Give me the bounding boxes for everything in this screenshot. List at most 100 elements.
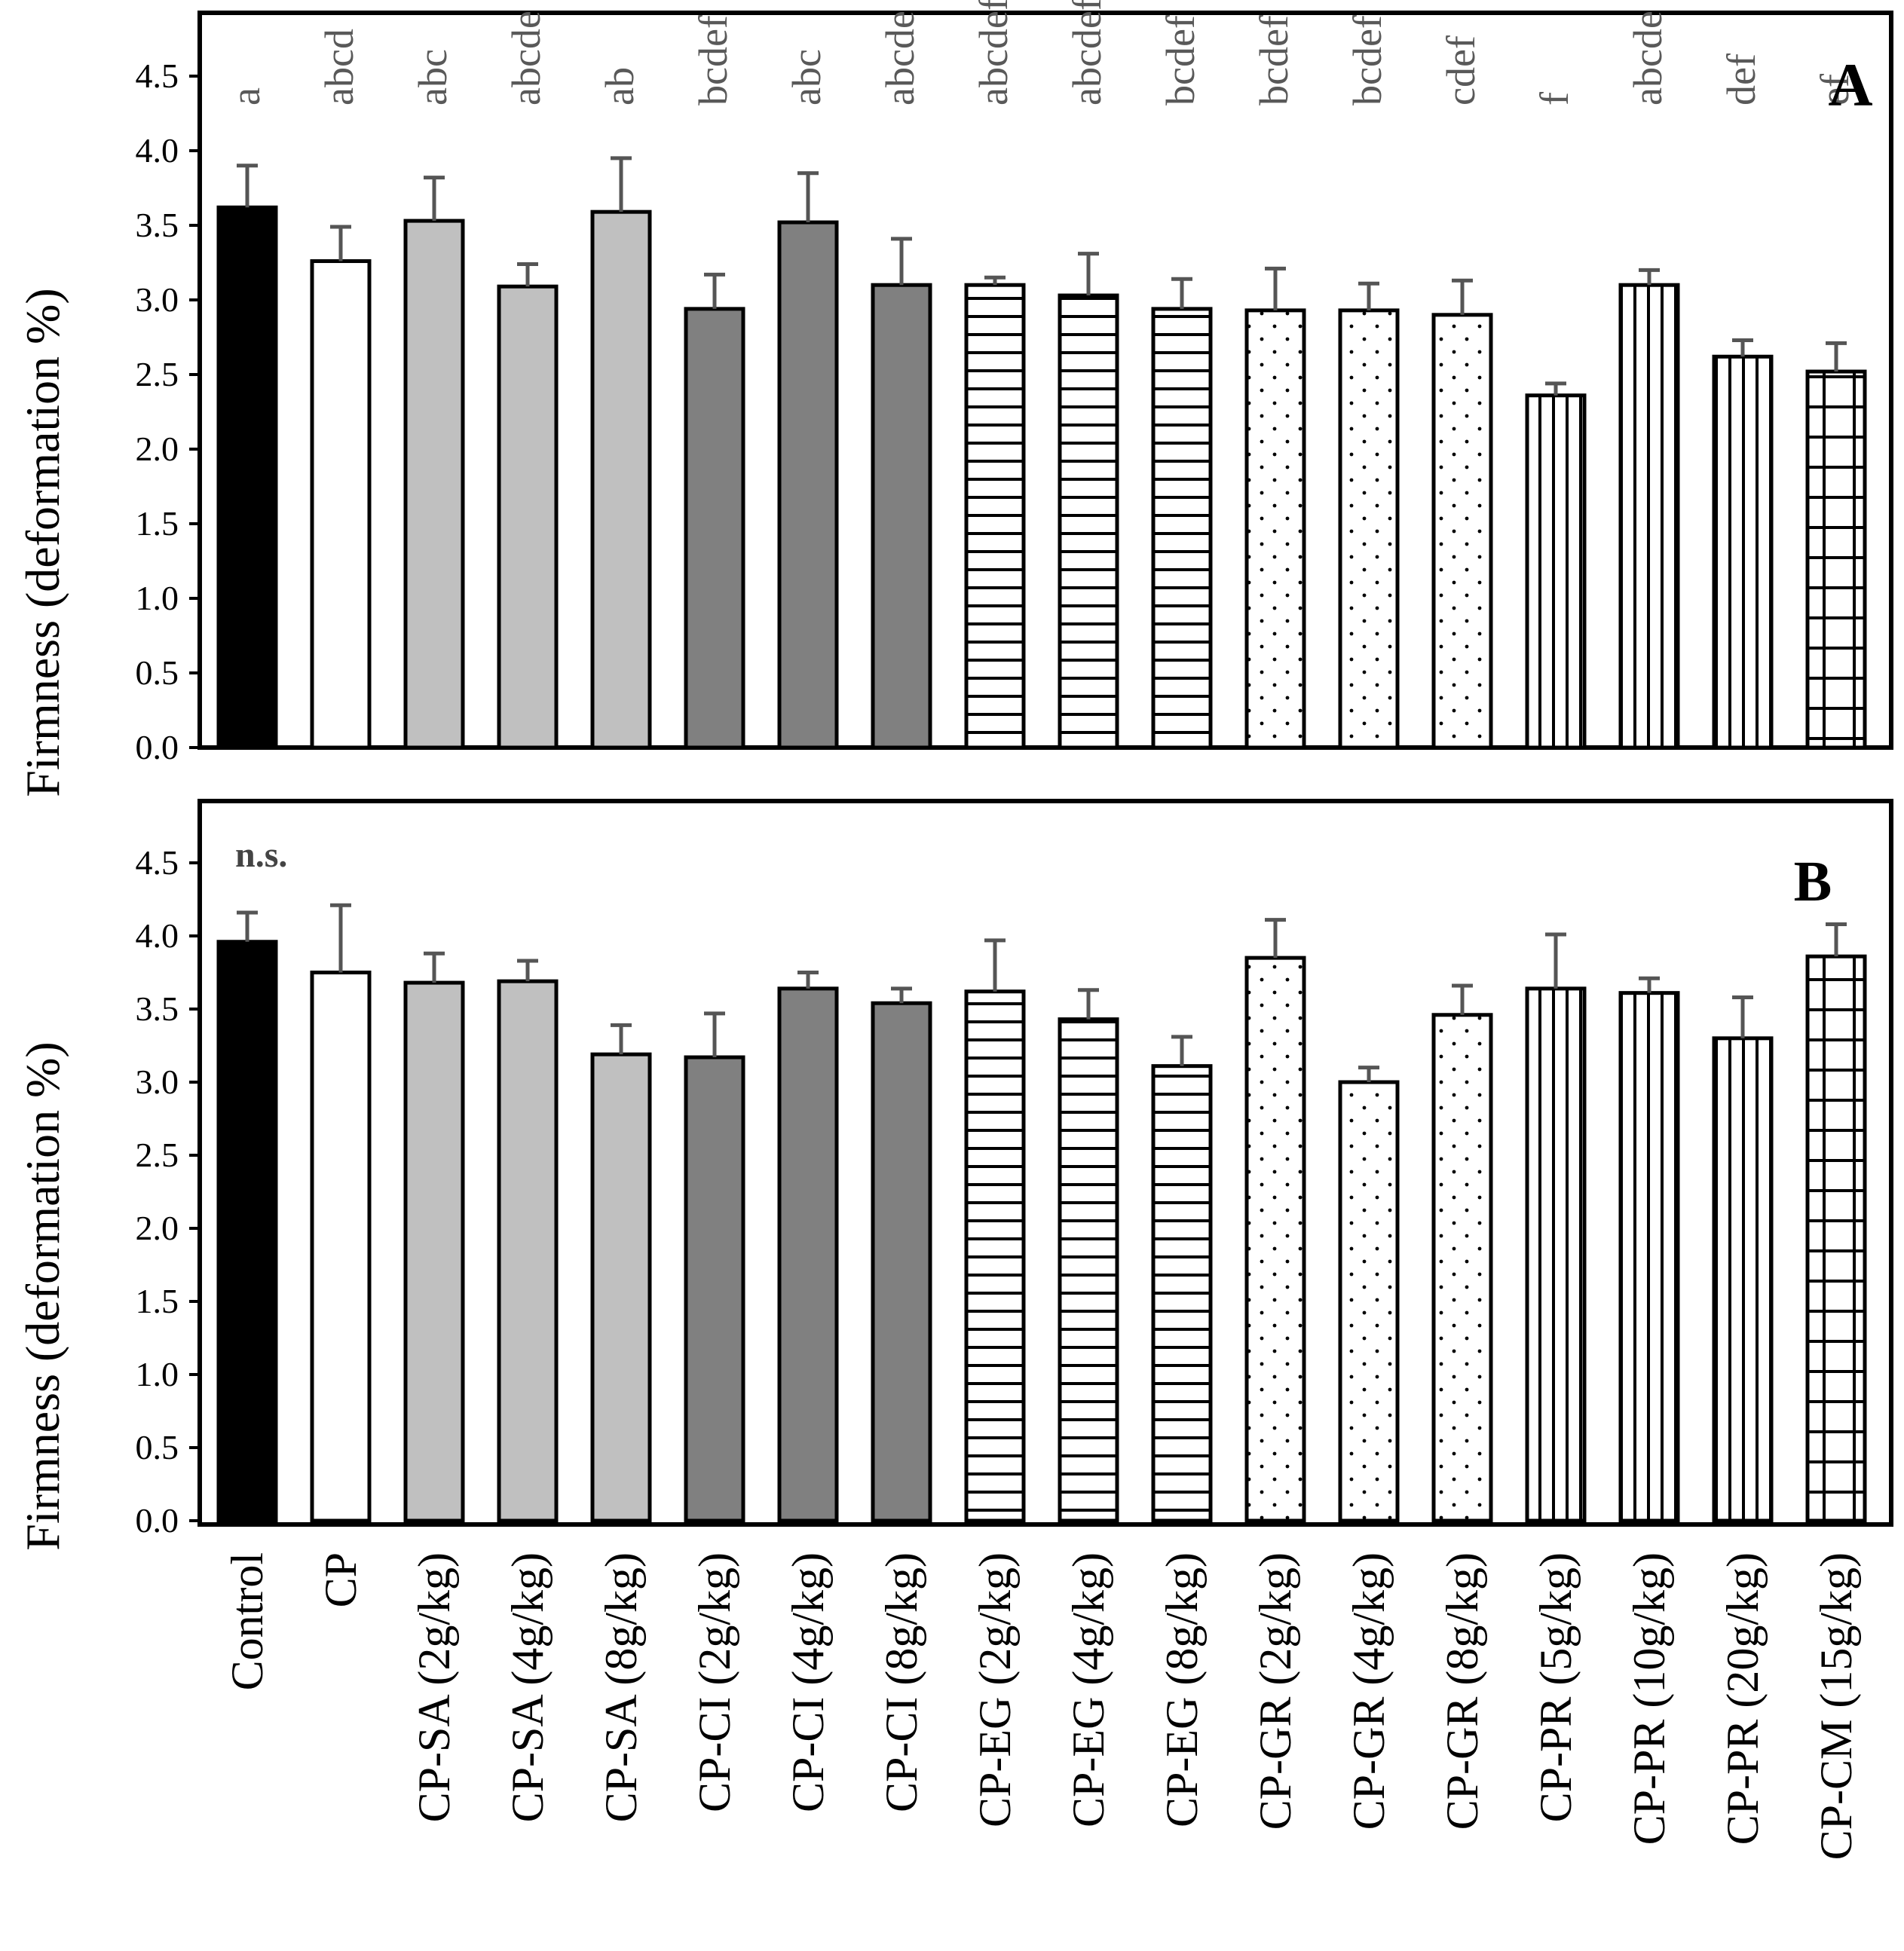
panel-a-bar bbox=[1151, 307, 1213, 750]
panel-b-y-tick-label: 3.0 bbox=[136, 1063, 179, 1101]
panel-b-plot-area: 0.0 0.5 1.0 1.5 2.0 2.5 3.0 3.5 4.0 4.5 bbox=[136, 843, 1867, 1540]
panel-a-bar bbox=[1618, 283, 1680, 750]
panel-a-significance-letter: ab bbox=[597, 67, 642, 106]
panel-a-significance-letter: cdef bbox=[1438, 35, 1483, 106]
panel-a-significance-letter: def bbox=[1719, 54, 1764, 106]
x-tick-label: CP-PR (20g/kg) bbox=[1718, 1552, 1768, 1845]
panel-a-bar bbox=[1805, 369, 1867, 750]
x-tick-label: CP-GR (4g/kg) bbox=[1344, 1552, 1394, 1830]
panel-a-y-tick-label: 1.0 bbox=[136, 579, 179, 617]
panel-a-bar bbox=[1244, 308, 1306, 750]
panel-b-y-tick-label: 0.5 bbox=[136, 1428, 179, 1466]
panel-a-significance-letter: abcde bbox=[504, 11, 549, 106]
panel-b-bar bbox=[310, 971, 372, 1523]
panel-b-bar bbox=[964, 989, 1026, 1523]
panel-b-bar bbox=[497, 979, 559, 1523]
panel-b-y-tick-label: 1.5 bbox=[136, 1282, 179, 1320]
panel-b-bar bbox=[1525, 986, 1587, 1523]
panel-a-y-axis-label: Firmness (deformation %) bbox=[16, 288, 69, 797]
panel-a-y-tick-label: 0.5 bbox=[136, 653, 179, 692]
x-tick-label: CP-SA (8g/kg) bbox=[596, 1552, 646, 1822]
x-tick-label: CP-EG (4g/kg) bbox=[1064, 1552, 1113, 1827]
panel-b-bar bbox=[777, 986, 839, 1523]
panel-b-bar bbox=[1431, 1013, 1493, 1523]
panel-a: 0.0 0.5 1.0 1.5 2.0 2.5 3.0 3.5 4.0 4.5 a abcd abc ab… bbox=[136, 0, 1893, 766]
panel-b-bar bbox=[216, 940, 278, 1523]
panel-b-bar bbox=[1338, 1080, 1400, 1523]
panel-a-y-tick-label: 4.0 bbox=[136, 131, 179, 170]
x-tick-label: CP-GR (8g/kg) bbox=[1437, 1552, 1487, 1830]
x-tick-label: CP-EG (2g/kg) bbox=[970, 1552, 1020, 1827]
panel-a-y-tick-label: 2.5 bbox=[136, 355, 179, 393]
panel-a-significance-letter: abcdef bbox=[971, 0, 1016, 106]
panel-a-significance-letter: bcdef bbox=[1345, 15, 1390, 106]
panel-a-bar bbox=[1338, 308, 1400, 750]
panel-a-y-tick-label: 3.0 bbox=[136, 280, 179, 319]
x-axis-category-labels: Control CP CP-SA (2g/kg) CP-SA (4g/kg) CP-SA… bbox=[222, 1552, 1861, 1860]
panel-a-y-tick-label: 3.5 bbox=[136, 206, 179, 244]
panel-b-y-axis-label: Firmness (deformation %) bbox=[16, 1041, 69, 1550]
panel-b-bar bbox=[1244, 956, 1306, 1523]
panel-a-y-tick-label: 1.5 bbox=[136, 504, 179, 543]
x-tick-label: CP-SA (2g/kg) bbox=[409, 1552, 459, 1822]
x-tick-label: CP-CI (8g/kg) bbox=[877, 1552, 926, 1812]
panel-a-bar bbox=[590, 209, 652, 750]
x-tick-label: Control bbox=[222, 1552, 272, 1690]
panel-b-bar bbox=[1712, 1036, 1774, 1523]
panel-a-significance-letter: bcdef bbox=[690, 15, 736, 106]
x-tick-label: CP-CI (2g/kg) bbox=[690, 1552, 739, 1812]
panel-b-note: n.s. bbox=[235, 835, 287, 875]
panel-a-bar bbox=[310, 259, 372, 750]
panel-a-significance-letter: bcdef bbox=[1158, 15, 1203, 106]
panel-b-y-tick-label: 1.0 bbox=[136, 1355, 179, 1393]
panel-b-y-tick-label: 3.5 bbox=[136, 989, 179, 1028]
panel-a-significance-letter: abcdef bbox=[1064, 0, 1110, 106]
panel-b-label: B bbox=[1794, 850, 1832, 913]
panel-b-y-tick-label: 4.0 bbox=[136, 916, 179, 955]
panel-a-plot-area: 0.0 0.5 1.0 1.5 2.0 2.5 3.0 3.5 4.0 4.5 a abcd abc ab… bbox=[136, 0, 1867, 766]
panel-a-bar bbox=[964, 283, 1026, 750]
x-tick-label: CP-EG (8g/kg) bbox=[1157, 1552, 1207, 1827]
panel-a-bar bbox=[216, 205, 278, 750]
panel-b-frame bbox=[197, 799, 1893, 1527]
panel-a-y-tick-label: 0.0 bbox=[136, 728, 179, 766]
panel-a-significance-letter: ef bbox=[1812, 74, 1857, 106]
panel-a-y-tick-label: 4.5 bbox=[136, 57, 179, 95]
panel-a-bar bbox=[1525, 393, 1587, 750]
x-tick-label: CP-PR (5g/kg) bbox=[1531, 1552, 1581, 1822]
x-tick-label: CP-GR (2g/kg) bbox=[1250, 1552, 1300, 1830]
panel-a-significance-letter: bcdef bbox=[1251, 15, 1296, 106]
panel-a-frame bbox=[197, 11, 1893, 750]
panel-a-bar bbox=[403, 219, 465, 750]
x-tick-label: CP-CM (15g/kg) bbox=[1811, 1552, 1861, 1860]
panel-a-bar bbox=[777, 220, 839, 750]
panel-a-bar bbox=[871, 283, 932, 750]
panel-b-y-tick-label: 2.0 bbox=[136, 1209, 179, 1247]
panel-b-bar bbox=[403, 980, 465, 1523]
panel-a-significance-letter: abc bbox=[784, 49, 829, 106]
panel-a-significance-letter: abc bbox=[410, 49, 455, 106]
panel-a-significance-letter: abcd bbox=[317, 29, 362, 106]
panel-b-y-tick-label: 2.5 bbox=[136, 1136, 179, 1174]
panel-b-y-tick-label: 0.0 bbox=[136, 1501, 179, 1540]
x-tick-label: CP bbox=[316, 1552, 366, 1607]
panel-a-significance-letter: a bbox=[223, 87, 268, 106]
panel-a-significance-letter: abcde bbox=[877, 11, 923, 106]
panel-b-bar bbox=[684, 1055, 745, 1523]
panel-a-label: A bbox=[1828, 50, 1872, 119]
panel-b-bar bbox=[590, 1052, 652, 1523]
x-tick-label: CP-SA (4g/kg) bbox=[503, 1552, 553, 1822]
panel-a-bar bbox=[1431, 313, 1493, 750]
panel-b-bar bbox=[1058, 1017, 1119, 1523]
panel-a-significance-letter: f bbox=[1532, 92, 1577, 106]
panel-a-significance-letter: abcde bbox=[1625, 11, 1670, 106]
panel-b-y-tick-label: 4.5 bbox=[136, 843, 179, 882]
panel-a-y-tick-label: 2.0 bbox=[136, 430, 179, 468]
panel-a-bar bbox=[497, 284, 559, 750]
panel-b-bar bbox=[1618, 991, 1680, 1523]
panel-b-bar bbox=[1805, 954, 1867, 1523]
panel-b-bar bbox=[871, 1001, 932, 1523]
panel-a-bar bbox=[1058, 293, 1119, 750]
panel-b-bar bbox=[1151, 1064, 1213, 1523]
